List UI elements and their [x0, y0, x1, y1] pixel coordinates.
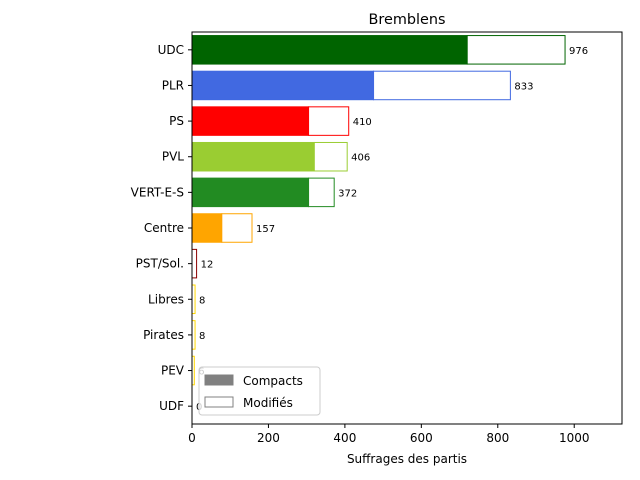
value-label-4: 372 [338, 188, 357, 199]
x-axis-label: Suffrages des partis [347, 452, 467, 466]
value-labels-group: 976833410406372157128860 [196, 46, 588, 413]
value-label-7: 8 [199, 295, 205, 306]
y-tick-label-6: PST/Sol. [136, 257, 184, 271]
legend-swatch-modifies [204, 396, 234, 408]
bar-modifies-4 [308, 177, 335, 208]
value-label-1: 833 [514, 81, 533, 92]
x-tick-label-3: 600 [410, 431, 433, 445]
bar-modifies-0 [466, 35, 566, 65]
x-tick-label-1: 200 [257, 431, 280, 445]
y-tick-label-3: PVL [162, 150, 184, 164]
legend: Compacts Modifiés [198, 366, 321, 416]
value-label-8: 8 [199, 331, 205, 342]
plot-frame [191, 31, 623, 425]
y-tick-label-10: UDF [159, 399, 184, 413]
y-axis: UDC PLR PS PVL VERT-E-S Centre PST/Sol. Libres P… [131, 43, 192, 413]
legend-label-modifies: Modifiés [243, 396, 293, 410]
bars-group [191, 35, 566, 386]
x-tick-label-0: 0 [188, 431, 196, 445]
value-label-0: 976 [569, 46, 588, 57]
bar-compacts-4 [191, 177, 310, 208]
x-tick-label-4: 800 [486, 431, 509, 445]
x-tick-label-2: 400 [333, 431, 356, 445]
legend-swatch-compacts [204, 374, 234, 386]
bar-modifies-6 [191, 248, 198, 279]
chart-title: Bremblens [369, 12, 446, 28]
bar-compacts-5 [191, 213, 223, 243]
value-label-6: 12 [201, 260, 214, 271]
bar-modifies-2 [308, 106, 350, 136]
value-label-2: 410 [353, 117, 372, 128]
y-tick-label-8: Pirates [143, 328, 184, 342]
y-tick-label-2: PS [169, 114, 184, 128]
y-tick-label-5: Centre [144, 221, 184, 235]
x-axis: 0 200 400 600 800 1000 [188, 424, 589, 445]
value-label-5: 157 [256, 224, 275, 235]
y-tick-label-1: PLR [162, 78, 184, 92]
bar-modifies-5 [221, 213, 253, 243]
bar-compacts-0 [191, 35, 468, 65]
bar-compacts-2 [191, 106, 310, 136]
y-tick-label-0: UDC [158, 43, 184, 57]
bar-modifies-1 [373, 70, 511, 101]
y-tick-label-7: Libres [148, 292, 184, 306]
bar-compacts-3 [191, 141, 315, 172]
y-tick-label-4: VERT-E-S [131, 185, 184, 199]
x-tick-label-5: 1000 [559, 431, 590, 445]
value-label-3: 406 [351, 153, 370, 164]
legend-label-compacts: Compacts [243, 374, 303, 388]
bar-modifies-3 [313, 141, 348, 172]
bar-compacts-1 [191, 70, 375, 101]
y-tick-label-9: PEV [161, 364, 185, 378]
